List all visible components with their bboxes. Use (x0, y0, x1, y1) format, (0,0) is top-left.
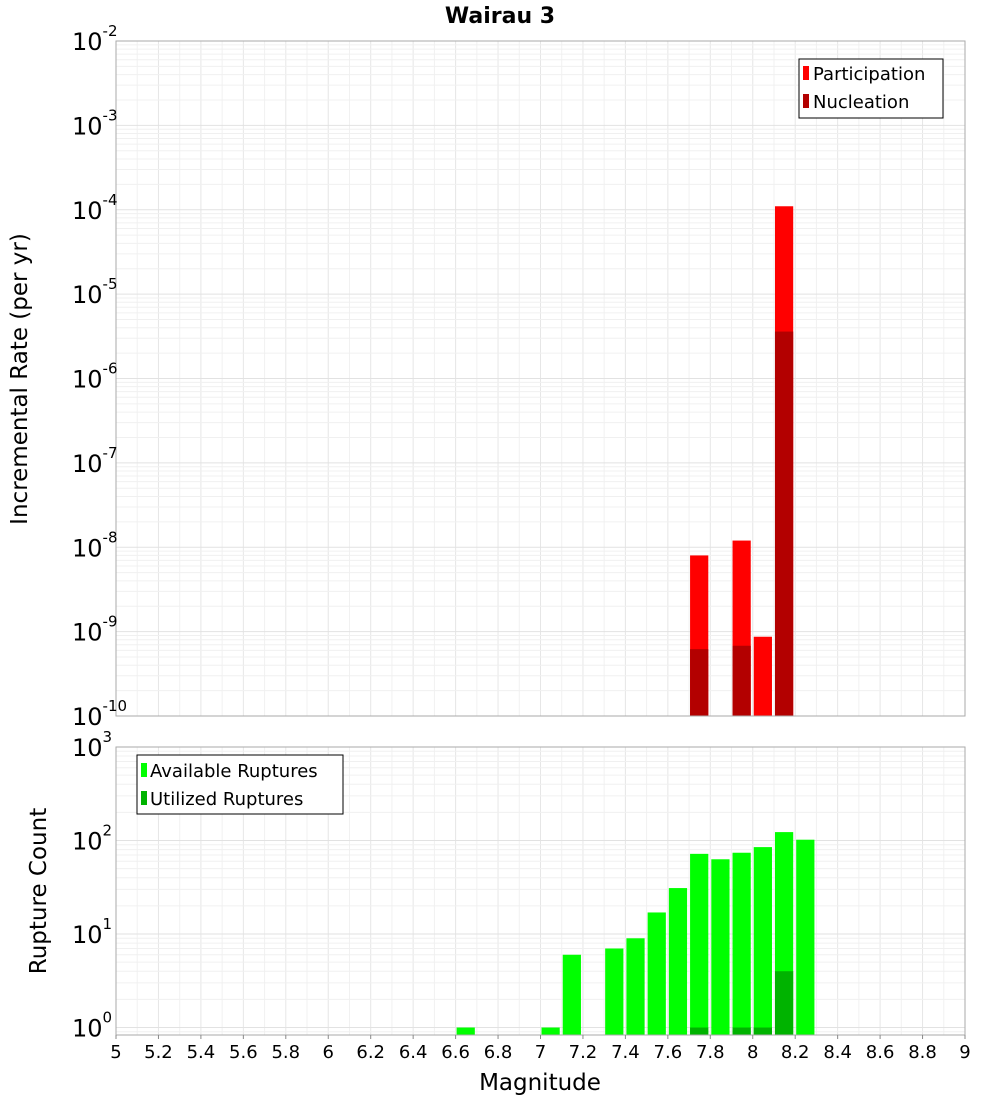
bar-available-ruptures (605, 948, 624, 1035)
gridlines-count (115, 747, 966, 1035)
bar-available-ruptures (796, 839, 815, 1035)
gridlines-rate (115, 41, 966, 717)
bar-participation (753, 636, 772, 716)
x-tick-label: 7.8 (696, 1042, 725, 1063)
y-tick-label: 10-8 (72, 528, 118, 562)
y-tick-label: 10-2 (72, 22, 118, 56)
legend-rate: Participation Nucleation (798, 58, 944, 119)
bar-available-ruptures (668, 888, 688, 1035)
bar-utilized-ruptures (753, 1027, 772, 1035)
bar-available-ruptures (541, 1027, 560, 1035)
y-tick-label: 10-3 (72, 106, 118, 140)
x-tick-label: 7.6 (654, 1042, 683, 1063)
y-tick-label: 103 (72, 728, 112, 762)
bar-nucleation (774, 331, 794, 716)
legend-box-rate (798, 58, 944, 119)
y-axis-title-count: Rupture Count (26, 808, 52, 974)
legend-swatch-available (141, 763, 147, 777)
chart-title: Wairau 3 (445, 4, 555, 29)
x-tick-label: 6.6 (441, 1042, 470, 1063)
y-tick-label: 10-6 (72, 360, 118, 394)
y-tick-label: 10-10 (72, 697, 127, 731)
plot-frame-rate (115, 40, 966, 717)
bar-utilized-ruptures (732, 1027, 751, 1035)
x-tick-label: 7.4 (611, 1042, 640, 1063)
bar-utilized-ruptures (690, 1027, 709, 1035)
legend-label-nucleation: Nucleation (813, 92, 909, 113)
y-tick-label: 10-4 (72, 191, 118, 225)
x-tick-label: 8.4 (823, 1042, 852, 1063)
bar-available-ruptures (562, 954, 581, 1035)
x-tick-label: 7.2 (569, 1042, 598, 1063)
y-tick-label: 102 (72, 822, 112, 856)
x-tick-label: 5 (110, 1042, 121, 1063)
legend-swatch-nucleation (803, 94, 809, 108)
bar-available-ruptures (732, 852, 751, 1035)
y-axis-title-rate: Incremental Rate (per yr) (7, 233, 33, 525)
x-tick-label: 6.4 (399, 1042, 428, 1063)
legend-label-utilized: Utilized Ruptures (150, 789, 303, 810)
x-tick-label: 5.6 (229, 1042, 258, 1063)
bar-available-ruptures (626, 938, 645, 1035)
x-tick-label: 7 (535, 1042, 546, 1063)
legend-count: Available Ruptures Utilized Ruptures (136, 754, 344, 815)
x-axis-title: Magnitude (479, 1070, 601, 1096)
x-tick-label: 5.8 (271, 1042, 300, 1063)
y-tick-label: 10-7 (72, 444, 118, 478)
x-tick-label: 6.8 (484, 1042, 513, 1063)
legend-box-count (136, 754, 344, 815)
x-tick-label: 5.2 (144, 1042, 173, 1063)
y-tick-label: 10-9 (72, 613, 118, 647)
bar-nucleation (690, 649, 709, 716)
y-tick-label: 10-5 (72, 275, 118, 309)
bars-rate (690, 206, 794, 716)
x-tick-label: 6.2 (356, 1042, 385, 1063)
x-tick-label: 8.8 (908, 1042, 937, 1063)
incremental-rate-panel: 10-2 10-3 10-4 10-5 10-6 10-7 10-8 10-9 10-10 In… (7, 22, 966, 731)
legend-label-participation: Participation (813, 64, 925, 85)
bar-available-ruptures (456, 1027, 475, 1035)
x-tick-label: 6 (323, 1042, 334, 1063)
x-tick-label: 8.2 (781, 1042, 810, 1063)
y-tick-label: 100 (72, 1009, 112, 1043)
bars-count (456, 832, 815, 1035)
x-tick-label: 5.4 (187, 1042, 216, 1063)
x-tick-label: 8 (747, 1042, 758, 1063)
y-ticks-rate: 10-2 10-3 10-4 10-5 10-6 10-7 10-8 10-9 10-10 (72, 22, 127, 731)
x-tick-label: 9 (959, 1042, 970, 1063)
bar-available-ruptures (690, 853, 709, 1035)
x-axis-ticks: 5 5.2 5.4 5.6 5.8 6 6.2 6.4 6.6 6.8 7 7.2 7.4 7.6 7.8 8… (110, 1035, 971, 1063)
bar-available-ruptures (647, 912, 666, 1035)
x-tick-label: 8.6 (866, 1042, 895, 1063)
bar-nucleation (732, 645, 751, 716)
bar-utilized-ruptures (774, 971, 794, 1035)
bar-available-ruptures (711, 859, 730, 1035)
y-ticks-count: 103 102 101 100 (72, 728, 112, 1043)
rupture-count-panel: 103 102 101 100 Rupture Count Available Rup… (26, 728, 966, 1043)
y-tick-label: 101 (72, 915, 112, 949)
legend-swatch-participation (803, 66, 809, 80)
legend-swatch-utilized (141, 791, 147, 805)
bar-available-ruptures (753, 847, 772, 1035)
legend-label-available: Available Ruptures (150, 761, 318, 782)
